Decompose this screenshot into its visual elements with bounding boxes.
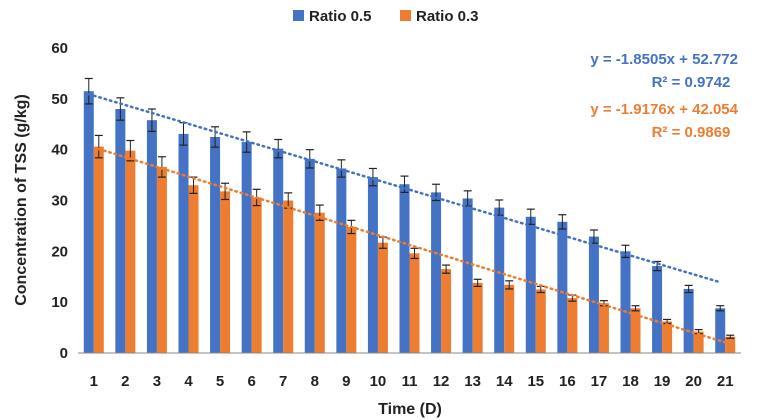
bars <box>83 91 736 353</box>
bar-ratio-0-5 <box>83 91 94 353</box>
bar-ratio-0-5 <box>210 136 221 353</box>
bar-ratio-0-5 <box>620 251 631 353</box>
bar-ratio-0-3 <box>535 289 546 353</box>
bar-ratio-0-3 <box>93 146 104 353</box>
x-tick-label: 20 <box>685 373 702 390</box>
x-tick-label: 11 <box>402 373 418 390</box>
x-tick-label: 7 <box>279 373 287 390</box>
bar-ratio-0-3 <box>598 303 609 353</box>
bar-ratio-0-3 <box>156 166 167 353</box>
trend-equation-ratio-0-3: y = -1.9176x + 42.054 <box>590 101 738 118</box>
bar-ratio-0-3 <box>377 242 388 353</box>
bar-ratio-0-5 <box>525 216 536 353</box>
bar-ratio-0-3 <box>346 226 357 353</box>
trendlines <box>87 92 732 346</box>
bar-ratio-0-3 <box>504 284 515 353</box>
x-tick-label: 16 <box>559 373 576 390</box>
x-tick-label: 19 <box>654 373 671 390</box>
trendline-ratio-0-5 <box>87 92 722 284</box>
x-tick-label: 18 <box>622 373 639 390</box>
bar-ratio-0-3 <box>125 150 136 353</box>
bar-ratio-0-3 <box>567 298 578 353</box>
bar-ratio-0-5 <box>462 198 473 353</box>
y-tick-label: 10 <box>51 294 68 311</box>
bar-ratio-0-3 <box>693 331 704 353</box>
bar-ratio-0-5 <box>241 142 252 353</box>
bar-ratio-0-3 <box>472 282 483 353</box>
x-tick-label: 12 <box>433 373 450 390</box>
x-tick-label: 21 <box>717 373 734 390</box>
bar-ratio-0-5 <box>115 109 126 353</box>
trend-r2-ratio-0-3: R² = 0.9869 <box>652 124 731 141</box>
error-bars <box>84 77 735 339</box>
y-tick-label: 60 <box>51 40 68 57</box>
x-tick-label: 6 <box>247 373 255 390</box>
bar-ratio-0-3 <box>314 212 325 353</box>
bar-ratio-0-5 <box>146 120 157 353</box>
bar-ratio-0-5 <box>399 184 410 353</box>
y-axis-ticks: 0 10 20 30 40 50 60 <box>51 40 68 362</box>
x-tick-label: 13 <box>464 373 481 390</box>
bar-ratio-0-5 <box>557 221 568 353</box>
bar-ratio-0-3 <box>220 191 231 353</box>
x-tick-label: 9 <box>342 373 350 390</box>
x-tick-label: 3 <box>153 373 161 390</box>
bar-ratio-0-3 <box>441 269 452 353</box>
y-tick-label: 0 <box>60 345 68 362</box>
legend: Ratio 0.5 Ratio 0.3 <box>293 8 479 25</box>
x-tick-label: 5 <box>216 373 224 390</box>
bar-ratio-0-5 <box>367 177 378 353</box>
x-tick-label: 1 <box>90 373 98 390</box>
x-tick-label: 17 <box>591 373 608 390</box>
x-tick-label: 2 <box>121 373 129 390</box>
x-tick-label: 14 <box>496 373 513 390</box>
x-tick-label: 10 <box>370 373 387 390</box>
y-axis-title: Concentration of TSS (g/kg) <box>13 94 30 306</box>
bar-ratio-0-5 <box>715 308 726 353</box>
x-tick-label: 15 <box>527 373 544 390</box>
x-tick-label: 8 <box>311 373 319 390</box>
legend-swatch-ratio-0-3 <box>400 10 411 21</box>
bar-ratio-0-3 <box>630 308 641 353</box>
bar-ratio-0-3 <box>251 197 262 353</box>
y-tick-label: 50 <box>51 91 68 108</box>
bar-ratio-0-3 <box>283 200 294 353</box>
y-tick-label: 30 <box>51 193 68 210</box>
bar-ratio-0-3 <box>409 253 420 353</box>
bar-ratio-0-5 <box>494 207 505 353</box>
bar-ratio-0-5 <box>178 133 189 353</box>
legend-label-ratio-0-5: Ratio 0.5 <box>309 8 372 25</box>
bar-ratio-0-3 <box>662 321 673 353</box>
trend-equation-ratio-0-5: y = -1.8505x + 52.772 <box>590 51 738 68</box>
bar-ratio-0-5 <box>588 236 599 353</box>
y-tick-label: 20 <box>51 243 68 260</box>
trend-r2-ratio-0-5: R² = 0.9742 <box>652 74 731 91</box>
bar-ratio-0-5 <box>683 288 694 353</box>
x-axis-title: Time (D) <box>378 401 442 418</box>
x-axis-ticks: 1 2 3 4 5 6 7 8 9 10 11 12 13 14 15 16 17 18 19 20 21 <box>90 373 734 390</box>
legend-label-ratio-0-3: Ratio 0.3 <box>416 8 479 25</box>
bar-ratio-0-3 <box>188 185 199 353</box>
legend-swatch-ratio-0-5 <box>293 10 304 21</box>
bar-ratio-0-5 <box>304 158 315 353</box>
bar-ratio-0-5 <box>652 266 663 353</box>
bar-ratio-0-5 <box>431 192 442 353</box>
bar-ratio-0-5 <box>273 148 284 353</box>
y-tick-label: 40 <box>51 142 68 159</box>
bar-ratio-0-5 <box>336 168 347 353</box>
trendline-ratio-0-3 <box>97 147 732 346</box>
x-tick-label: 4 <box>184 373 193 390</box>
